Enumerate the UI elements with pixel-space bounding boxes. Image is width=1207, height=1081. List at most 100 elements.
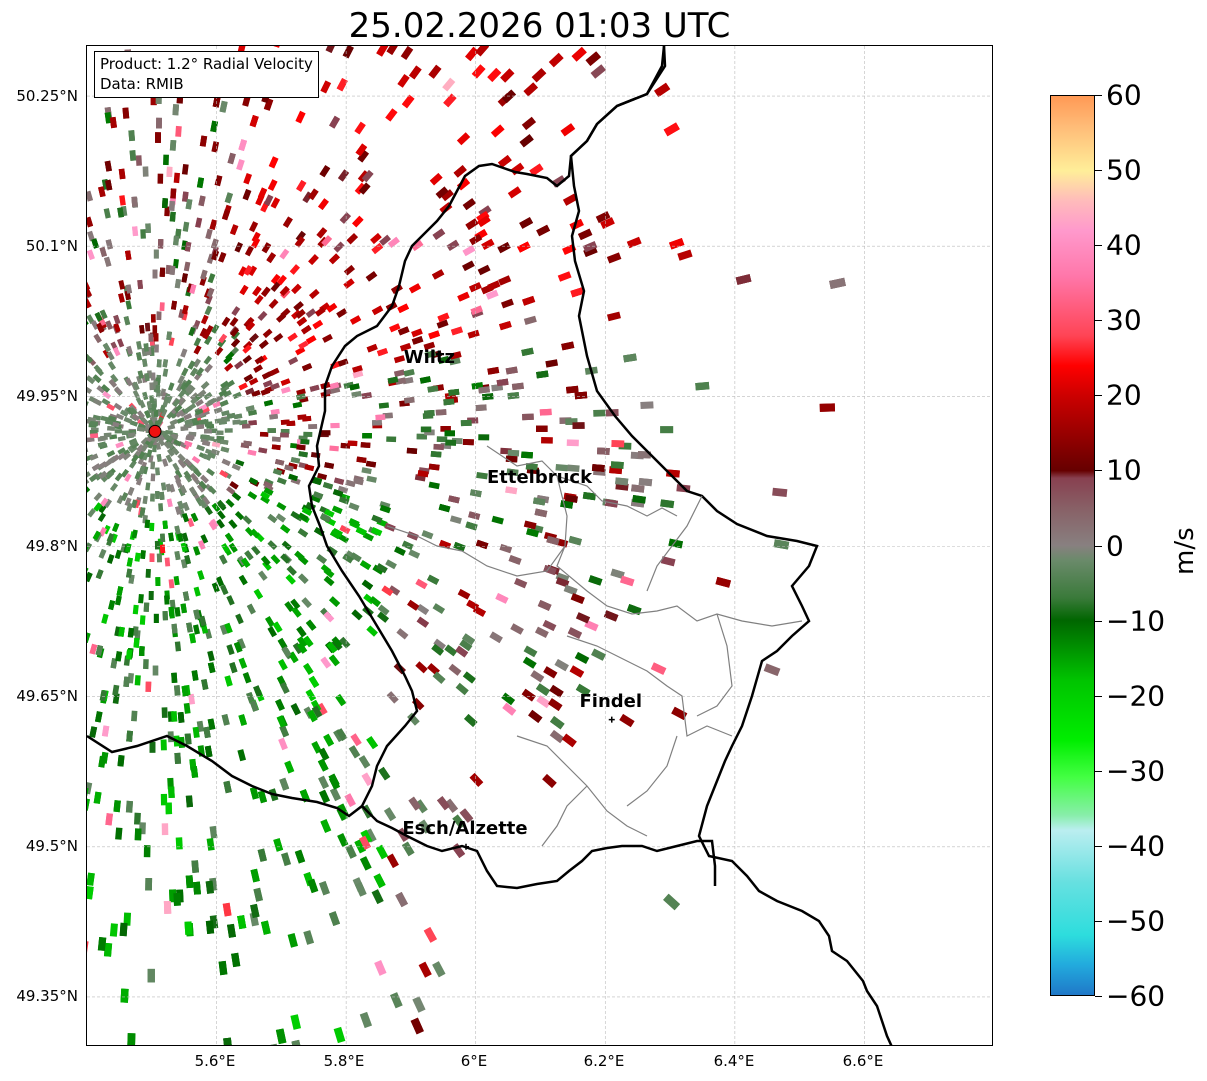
velocity-bin [416,603,430,615]
velocity-bin [196,483,206,493]
velocity-bin [150,493,155,502]
velocity-bin [329,115,341,129]
velocity-bin [245,405,255,412]
velocity-bin [93,333,102,344]
velocity-bin [171,447,180,456]
velocity-bin [93,398,102,406]
velocity-bin [349,383,360,391]
velocity-bin [202,453,212,461]
velocity-bin [490,124,505,138]
velocity-bin [150,372,156,381]
velocity-bin [432,961,446,978]
velocity-bin [173,575,180,586]
velocity-bin [179,484,187,494]
velocity-bin [131,196,138,207]
velocity-bin [94,312,103,322]
velocity-bin [201,496,211,506]
velocity-bin [140,550,146,560]
velocity-bin [174,278,181,289]
velocity-bin [372,419,382,426]
velocity-bin [120,988,129,1003]
velocity-bin [715,576,732,588]
velocity-bin [219,554,228,565]
velocity-bin [606,252,622,264]
velocity-bin [113,402,123,411]
velocity-bin [94,711,103,723]
velocity-bin [378,402,390,409]
velocity-bin [87,782,93,795]
velocity-bin [155,385,161,393]
velocity-bin [591,648,606,661]
velocity-bin [117,435,126,442]
velocity-bin [326,302,338,313]
velocity-bin [180,603,187,614]
velocity-bin [87,385,93,394]
velocity-bin [199,327,208,338]
velocity-bin [597,447,610,455]
velocity-bin [631,484,645,493]
velocity-bin [145,482,151,491]
velocity-bin [128,130,136,142]
velocity-bin [125,543,132,553]
velocity-bin [243,172,253,185]
colorbar-tick-label: −60 [1106,979,1166,1013]
velocity-bin [244,550,254,561]
velocity-bin [233,413,243,420]
velocity-bin [358,182,371,195]
velocity-bin [423,341,436,351]
velocity-bin [219,100,228,113]
velocity-bin [523,315,537,325]
velocity-bin [348,745,361,759]
velocity-bin [378,766,391,781]
velocity-bin [365,460,377,468]
velocity-bin [258,339,269,349]
velocity-bin [151,404,156,412]
velocity-bin [337,485,349,494]
velocity-bin [320,80,332,94]
velocity-bin [174,404,183,413]
velocity-bin [278,737,288,751]
velocity-bin [147,968,155,983]
velocity-bin [166,410,175,420]
velocity-bin [224,622,233,634]
velocity-bin [385,108,398,122]
velocity-bin [148,590,154,601]
velocity-bin [401,540,414,551]
velocity-bin [292,642,304,655]
velocity-bin [532,497,546,506]
velocity-bin [219,399,229,407]
velocity-bin [309,384,320,392]
velocity-bin [184,379,193,389]
velocity-bin [660,556,676,567]
velocity-bin [242,189,252,201]
map-panel[interactable] [86,45,993,1046]
velocity-bin [168,532,175,542]
velocity-bin [274,458,285,466]
velocity-bin [218,960,228,976]
velocity-bin [610,461,624,469]
velocity-bin [457,588,471,600]
velocity-bin [660,426,674,434]
velocity-bin [572,422,585,429]
velocity-bin [419,376,431,384]
velocity-bin [212,401,222,409]
lon-tick: 6.4°E [713,1052,755,1070]
velocity-bin [105,470,115,480]
velocity-bin [464,713,478,727]
velocity-bin [125,250,132,261]
velocity-bin [406,447,418,454]
velocity-bin [383,807,397,822]
velocity-bin [197,389,207,398]
velocity-bin [361,467,372,475]
map-title: 25.02.2026 01:03 UTC [348,6,731,46]
velocity-bin [211,441,221,448]
velocity-bin [403,368,415,377]
velocity-bin [548,52,564,68]
velocity-bin [407,712,420,726]
colorbar-tick-label: 20 [1106,378,1142,412]
velocity-bin [167,777,174,790]
velocity-bin [191,670,199,681]
velocity-bin [189,367,198,377]
velocity-bin [138,465,146,475]
velocity-bin [329,445,339,452]
